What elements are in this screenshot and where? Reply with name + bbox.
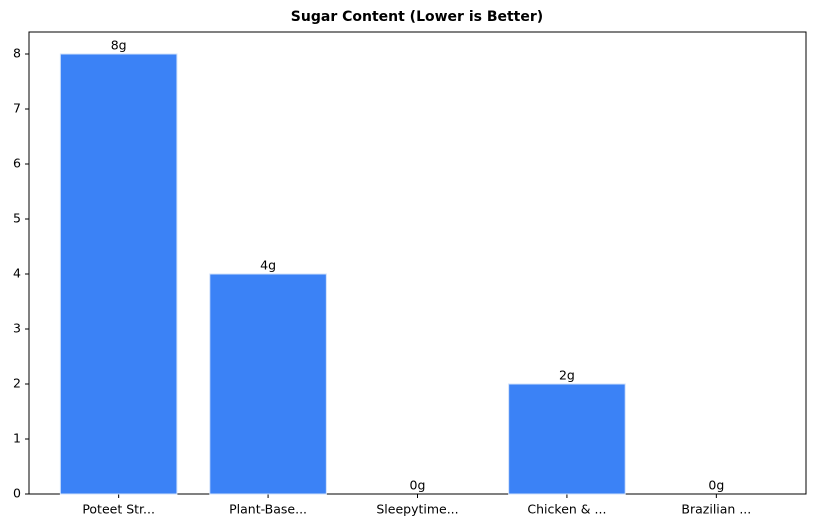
value-label: 8g bbox=[111, 38, 127, 53]
x-tick-label: Poteet Str... bbox=[82, 502, 155, 517]
y-tick-label: 5 bbox=[13, 211, 21, 226]
y-tick-label: 8 bbox=[13, 46, 21, 61]
y-tick-label: 7 bbox=[13, 101, 21, 116]
bar bbox=[59, 53, 178, 495]
x-tick-label: Brazilian ... bbox=[681, 502, 751, 517]
y-tick-label: 2 bbox=[13, 376, 21, 391]
chart-title: Sugar Content (Lower is Better) bbox=[291, 9, 543, 25]
x-tick-label: Sleepytime... bbox=[376, 502, 458, 517]
value-label: 0g bbox=[708, 478, 724, 493]
y-tick-label: 6 bbox=[13, 156, 21, 171]
value-label: 4g bbox=[260, 258, 276, 273]
bar bbox=[209, 273, 327, 495]
value-label: 0g bbox=[410, 478, 426, 493]
x-tick-label: Chicken & ... bbox=[527, 502, 606, 517]
y-tick-label: 3 bbox=[13, 321, 21, 336]
value-label: 2g bbox=[559, 368, 575, 383]
bar bbox=[508, 383, 626, 495]
x-tick-label: Plant-Base... bbox=[229, 502, 307, 517]
y-tick-label: 1 bbox=[13, 431, 21, 446]
y-tick-label: 0 bbox=[13, 486, 21, 501]
y-tick-label: 4 bbox=[13, 266, 21, 281]
